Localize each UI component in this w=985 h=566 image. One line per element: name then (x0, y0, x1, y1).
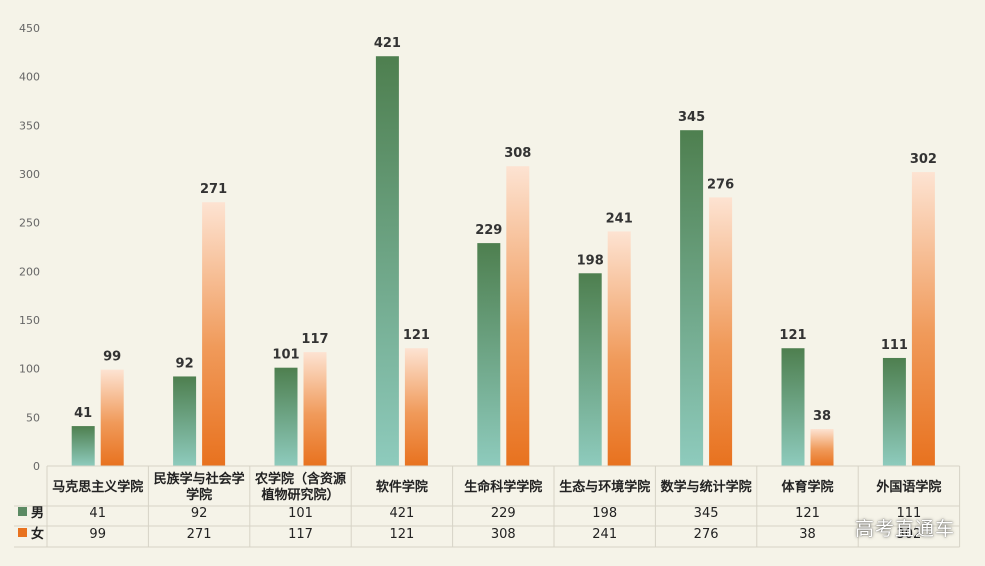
bar-female (810, 429, 834, 466)
data-label: 111 (881, 338, 908, 353)
data-label: 41 (74, 406, 92, 421)
data-label: 421 (374, 36, 401, 51)
data-label: 117 (301, 332, 328, 347)
x-tick-label: 软件学院 (376, 479, 428, 495)
bar-male (71, 426, 95, 466)
y-tick-label: 350 (19, 119, 40, 132)
table-cell: 229 (491, 506, 516, 521)
data-label: 38 (813, 409, 831, 424)
x-tick-label: 数学与统计学院 (661, 479, 752, 495)
bar-female (911, 172, 935, 466)
bar-male (375, 56, 399, 467)
bar-female (202, 202, 226, 466)
bar-male (274, 367, 298, 466)
bar-female (607, 231, 631, 466)
table-cell: 345 (694, 506, 719, 521)
table-cell: 308 (491, 527, 516, 542)
bar-male (578, 273, 602, 466)
data-label: 241 (606, 211, 633, 226)
data-label: 345 (678, 110, 705, 125)
table-cell: 41 (89, 506, 106, 521)
x-tick-label: 外国语学院 (875, 479, 941, 495)
y-tick-label: 150 (19, 314, 40, 327)
table-cell: 121 (389, 527, 414, 542)
legend-key-female (18, 528, 27, 537)
data-label: 276 (707, 177, 734, 192)
legend-label: 女 (31, 526, 44, 542)
legend-label: 男 (31, 506, 44, 521)
bar-female (506, 166, 530, 467)
data-label: 121 (779, 328, 806, 343)
y-tick-label: 200 (19, 265, 40, 278)
x-tick-label-line: 学院 (186, 487, 212, 503)
data-label: 308 (504, 146, 531, 161)
bar-male (781, 348, 805, 466)
data-label: 121 (403, 328, 430, 343)
bar-female (709, 197, 733, 467)
x-tick-label-line: 农学院（含资源 (254, 471, 346, 487)
y-tick-label: 0 (33, 460, 40, 473)
data-table: 马克思主义学院民族学与社会学学院农学院（含资源植物研究院）软件学院 生命科学学院生… (14, 465, 961, 548)
watermark: 高考直通车 (854, 518, 955, 540)
table-cell: 421 (389, 506, 414, 521)
data-label: 229 (475, 223, 502, 238)
table-cell: 271 (187, 527, 212, 542)
table-cell: 99 (89, 527, 106, 542)
y-tick-label: 250 (19, 217, 40, 230)
bar-female (303, 352, 327, 466)
bar-male (477, 243, 501, 466)
bar-male (882, 357, 906, 466)
data-label: 101 (272, 348, 299, 363)
table-cell: 121 (795, 506, 820, 521)
table-cell: 101 (288, 506, 313, 521)
data-label: 99 (103, 350, 121, 365)
data-label: 92 (176, 356, 194, 371)
x-tick-label: 马克思主义学院 (52, 479, 143, 495)
table-cell: 302 (896, 527, 921, 542)
table-cell: 276 (694, 527, 719, 542)
y-tick-label: 50 (26, 411, 40, 424)
table-cell: 92 (191, 506, 208, 521)
legend-key-male (18, 507, 27, 516)
x-tick-label: 农学院（含资源植物研究院） (254, 471, 346, 503)
data-label: 271 (200, 182, 227, 197)
bars (71, 56, 935, 467)
x-tick-label-line: 民族学与社会学 (154, 471, 245, 487)
data-label: 198 (577, 253, 604, 268)
x-tick-label: 生态与环境学院 (559, 479, 650, 495)
x-tick-label-line: 植物研究院） (260, 487, 339, 503)
table-cell: 111 (896, 506, 921, 521)
x-tick-label: 生命科学学院 (464, 479, 542, 495)
table-cell: 38 (799, 527, 816, 542)
bar-female (404, 348, 428, 466)
table-cell: 241 (592, 527, 617, 542)
data-label: 302 (910, 152, 937, 167)
table-cell: 198 (592, 506, 617, 521)
table-cell: 117 (288, 527, 313, 542)
y-tick-label: 400 (19, 71, 40, 84)
bar-male (680, 130, 704, 466)
y-axis: 0 50 100 150 200 250 300 350 400 450 (19, 22, 40, 473)
x-tick-label: 民族学与社会学学院 (154, 471, 245, 503)
y-tick-label: 300 (19, 168, 40, 181)
x-tick-label: 体育学院 (781, 479, 833, 495)
bar-female (100, 369, 124, 466)
y-tick-label: 450 (19, 22, 40, 35)
y-tick-label: 100 (19, 363, 40, 376)
bar-male (173, 376, 197, 466)
